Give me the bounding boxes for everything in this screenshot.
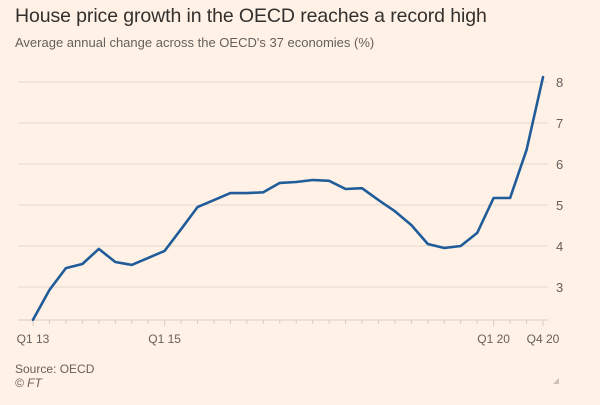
source-note: Source: OECD (15, 362, 95, 376)
y-tick-label: 3 (556, 280, 563, 295)
copyright: © FT (15, 376, 42, 390)
chart-subtitle: Average annual change across the OECD's … (15, 35, 375, 50)
x-tick-label: Q1 20 (477, 332, 510, 346)
series-line (31, 75, 545, 322)
x-tick-label: Q4 20 (527, 332, 560, 346)
resize-handle-icon[interactable] (553, 378, 559, 384)
footer: Source: OECD © FT (15, 362, 94, 390)
y-axis: 3 4 5 6 7 8 (556, 75, 563, 295)
series-group (31, 75, 545, 322)
y-tick-label: 4 (556, 239, 563, 254)
x-tick-label: Q1 15 (148, 332, 181, 346)
x-tick-label: Q1 13 (17, 332, 50, 346)
y-tick-label: 6 (556, 157, 563, 172)
gridlines (18, 81, 548, 288)
y-tick-label: 7 (556, 116, 563, 131)
chart-title: House price growth in the OECD reaches a… (15, 5, 487, 27)
y-tick-label: 8 (556, 75, 563, 90)
y-tick-label: 5 (556, 198, 563, 213)
x-axis: Q1 13 Q1 15 Q1 20 Q4 20 (17, 319, 560, 346)
